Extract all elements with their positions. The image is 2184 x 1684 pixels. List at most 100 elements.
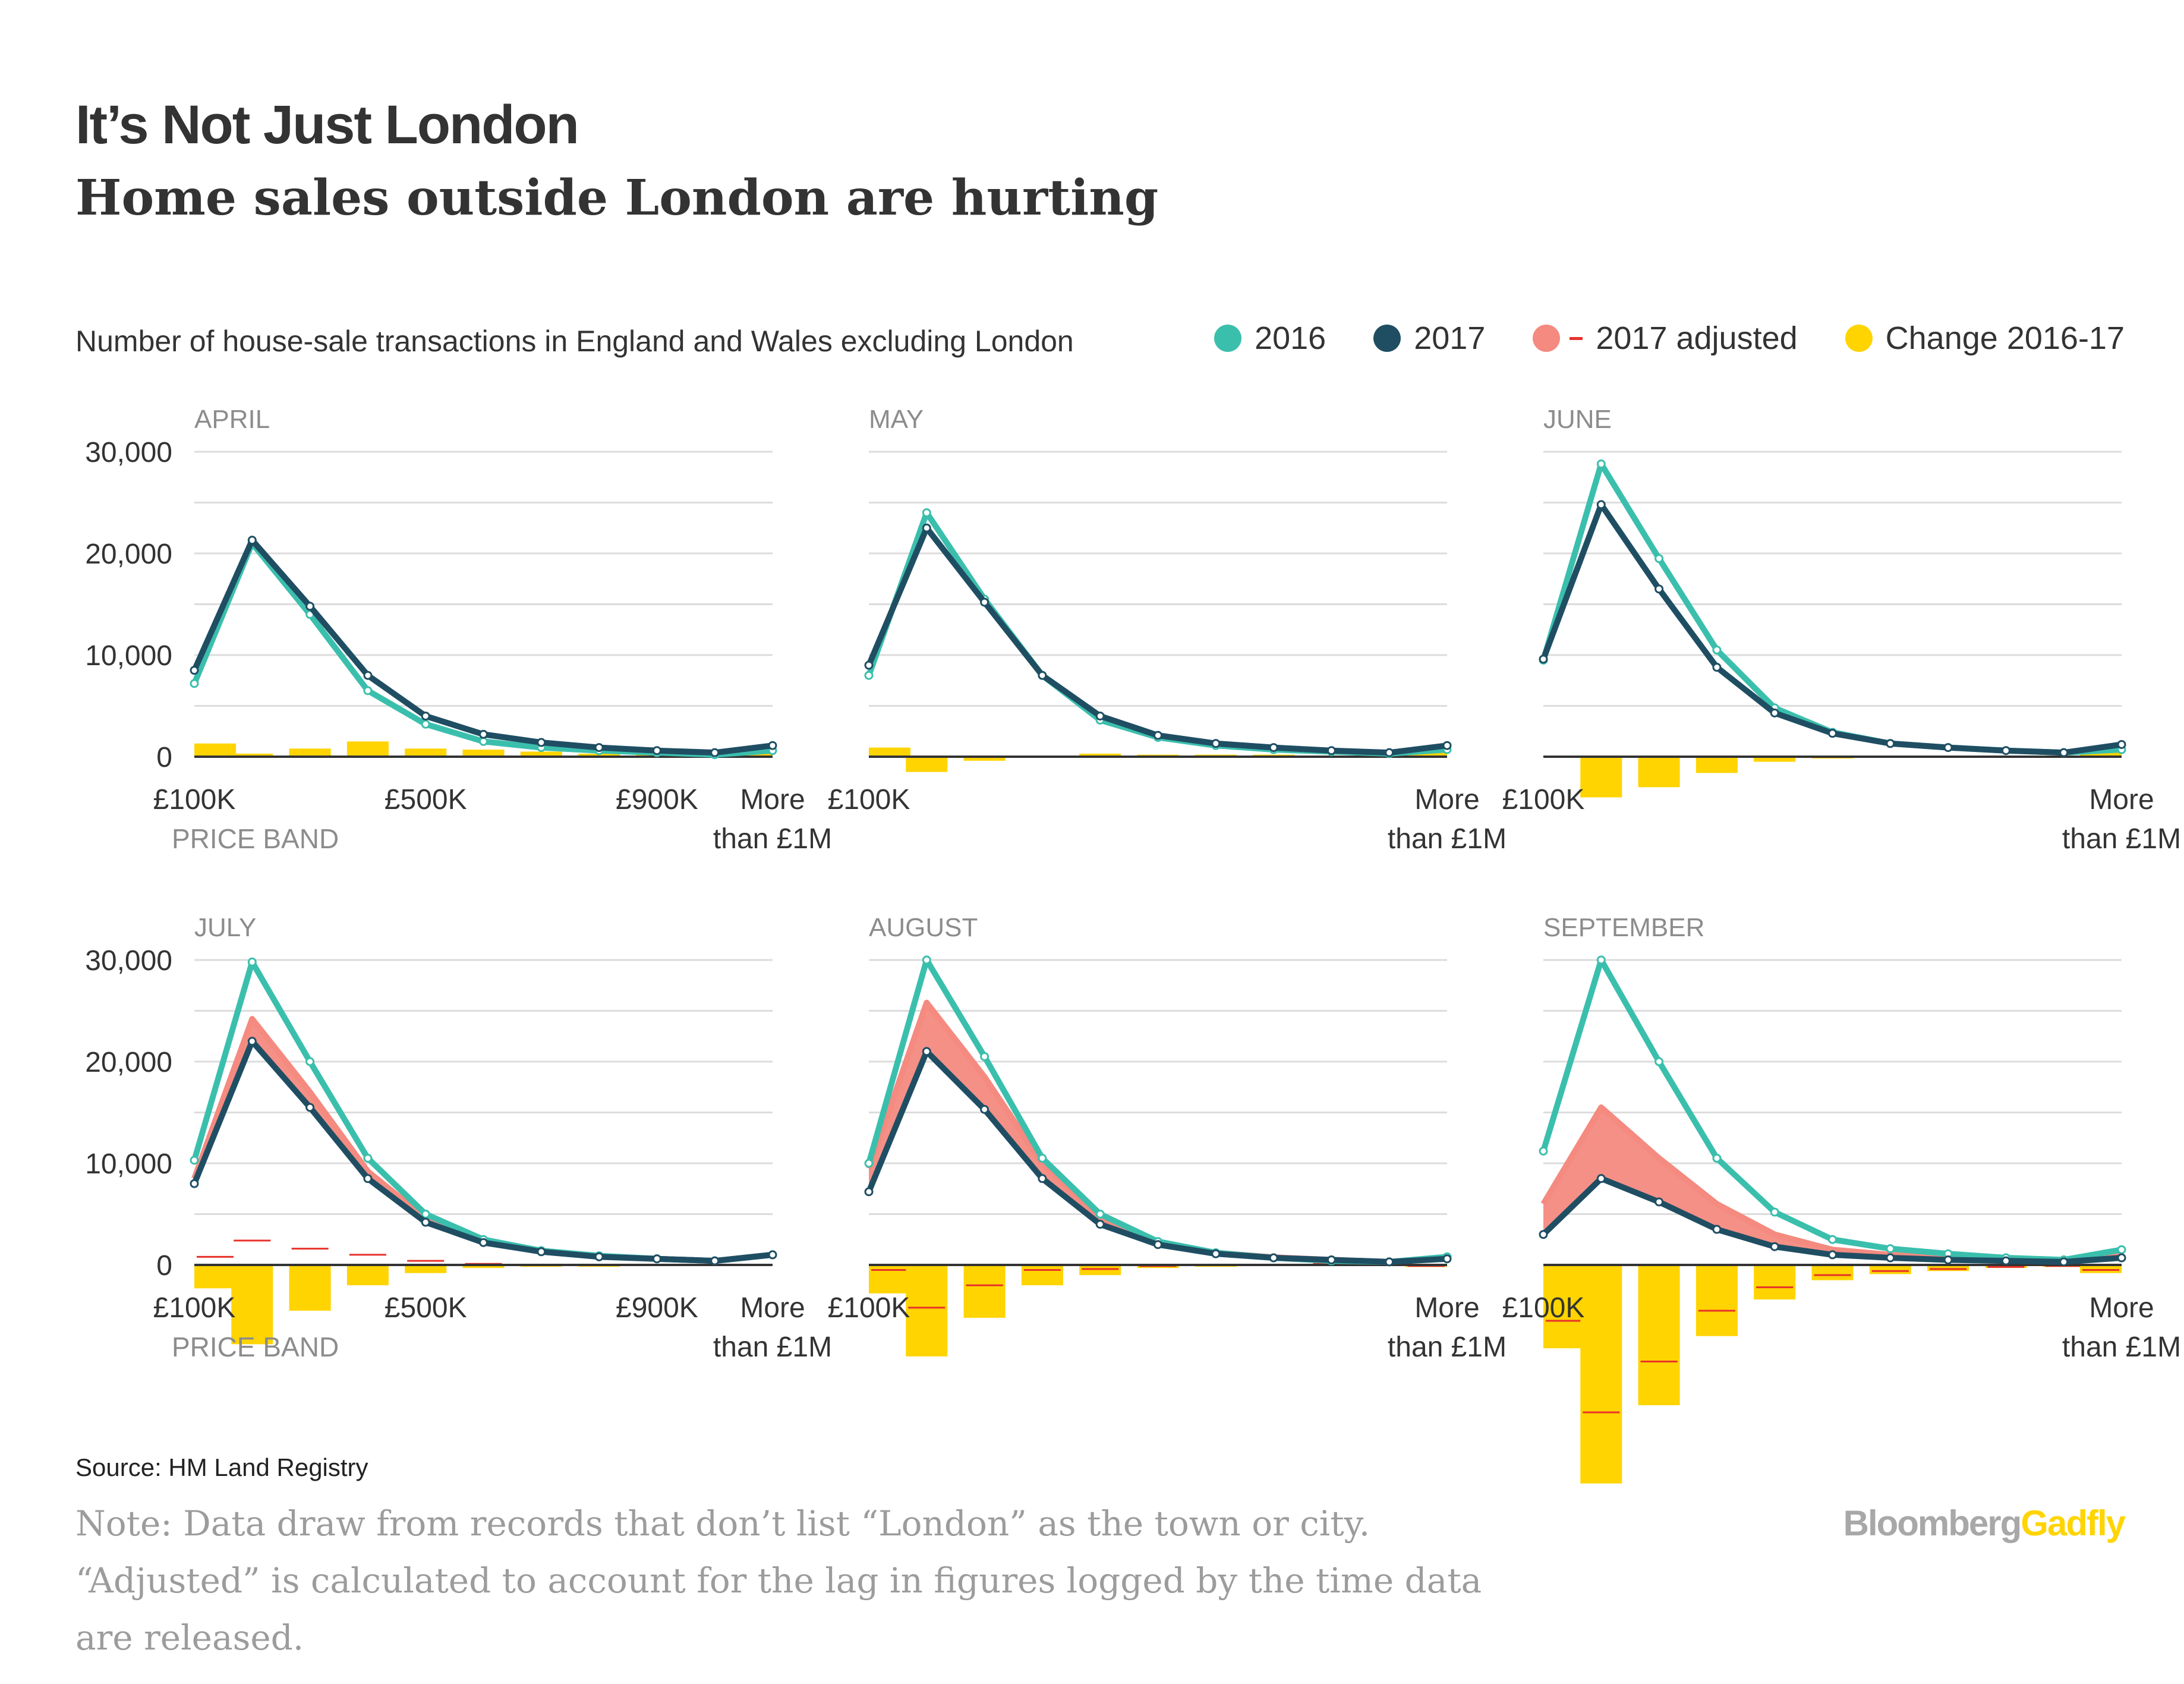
point-2017 [1770, 708, 1779, 717]
panel-label: APRIL [194, 405, 270, 434]
point-2016 [247, 957, 257, 967]
change-bar [231, 1265, 273, 1345]
point-2017 [1385, 748, 1394, 757]
change-bar [906, 757, 948, 772]
point-2017 [1095, 712, 1105, 721]
point-2017 [421, 1217, 430, 1227]
point-2017 [247, 1037, 257, 1046]
panel-april: 0 10,000 20,000 30,000 APRIL £100K £500K £900K M… [85, 405, 832, 855]
x-tick-label: £500K [385, 1292, 467, 1324]
point-2016 [922, 955, 931, 965]
point-2016 [479, 736, 488, 746]
y-tick-label: 0 [156, 742, 172, 773]
change-bar [1079, 753, 1121, 757]
point-2017 [1539, 1230, 1548, 1239]
x-tick-label: than £1M [1388, 1332, 1507, 1363]
change-bar [1754, 1265, 1796, 1300]
point-2017 [2001, 1256, 2010, 1266]
point-2017 [1886, 739, 1895, 748]
x-tick-label: More [1414, 784, 1479, 816]
legend-dash-icon [1570, 336, 1583, 340]
point-2017 [1943, 743, 1953, 753]
x-tick-label: More [2089, 1292, 2154, 1324]
x-tick-label: More [740, 784, 805, 816]
change-bar [869, 747, 911, 757]
panel-label: AUGUST [869, 913, 978, 942]
series-2017-line [191, 1038, 776, 1264]
point-2017 [1154, 1240, 1162, 1249]
point-2017 [864, 660, 874, 670]
x-tick-label: than £1M [1388, 823, 1507, 855]
point-2017 [1269, 1253, 1278, 1263]
x-tick-label: More [1414, 1292, 1479, 1324]
series-2017-line [1540, 501, 2125, 756]
point-2017 [479, 1238, 488, 1247]
point-2017 [247, 536, 257, 545]
series-2017-adjusted-line [866, 999, 1448, 1265]
x-tick-label: £100K [1502, 1292, 1585, 1324]
point-2016 [1596, 459, 1606, 469]
point-2017 [1211, 739, 1221, 748]
point-2017 [1596, 500, 1606, 509]
change-bar [1405, 753, 1447, 757]
legend-item-2017: 2017 [1373, 320, 1485, 357]
point-2016 [980, 1052, 989, 1061]
legend-swatch-2017-adjusted [1533, 325, 1561, 352]
point-2017 [2001, 746, 2010, 756]
change-bar [1580, 757, 1622, 798]
point-2017 [922, 523, 931, 533]
adjusted-band [1543, 1107, 2122, 1262]
brand-part-1: Bloomberg [1843, 1503, 2022, 1543]
point-2017 [305, 1103, 315, 1112]
change-bar [289, 1265, 331, 1311]
point-2017 [2059, 1257, 2069, 1267]
change-bar [1638, 1265, 1680, 1405]
point-2017 [1828, 729, 1837, 738]
x-tick-label: than £1M [2062, 823, 2181, 855]
legend-item-change: Change 2016-17 [1845, 320, 2125, 357]
point-2016 [1712, 1153, 1722, 1163]
legend-swatch-2017 [1373, 325, 1401, 352]
y-tick-label: 0 [156, 1250, 172, 1282]
point-2017 [479, 729, 488, 739]
point-2017 [1095, 1220, 1105, 1229]
legend: 2016 2017 2017 adjusted Change 2016-17 [1214, 320, 2125, 357]
change-bar [1811, 1265, 1854, 1280]
point-2017 [768, 1250, 777, 1260]
point-2016 [1712, 645, 1722, 654]
x-tick-label: More [2089, 784, 2154, 816]
legend-label-2016: 2016 [1255, 320, 1326, 356]
panel-may: MAY £100K More than £1M [828, 405, 1507, 855]
point-2016 [864, 671, 874, 680]
y-tick-label: 20,000 [85, 539, 172, 570]
panel-june: JUNE £100K More than £1M [1502, 405, 2181, 855]
point-2017 [537, 738, 546, 747]
panel-august: AUGUST £100K More than £1M [828, 913, 1507, 1363]
point-2017 [421, 712, 430, 721]
panel-label: JUNE [1543, 405, 1612, 434]
change-bar [346, 1265, 389, 1286]
x-axis-label: PRICE BAND [172, 823, 339, 854]
x-tick-label: More [740, 1292, 805, 1324]
point-2017 [1442, 741, 1452, 750]
point-2017 [652, 1254, 661, 1264]
point-2017 [1654, 584, 1664, 594]
point-2016 [1886, 1244, 1895, 1254]
legend-item-2017-adjusted: 2017 adjusted [1533, 320, 1798, 357]
x-tick-label: £900K [616, 784, 698, 816]
point-2016 [1095, 1210, 1105, 1219]
point-2016 [421, 1210, 430, 1219]
point-2016 [421, 719, 430, 729]
legend-swatch-change [1845, 325, 1873, 352]
panel-september: SEPTEMBER £100K More than £1M [1502, 913, 2181, 1484]
point-2016 [1596, 955, 1606, 965]
x-tick-label: £100K [828, 1292, 910, 1324]
point-2016 [190, 679, 199, 688]
x-tick-label: £500K [385, 784, 467, 816]
change-bar [1869, 1265, 1911, 1274]
point-2016 [1770, 1207, 1779, 1217]
change-bar [2079, 751, 2122, 757]
point-2017 [1539, 654, 1548, 664]
change-bar [346, 741, 389, 757]
point-2017 [1038, 1174, 1047, 1183]
